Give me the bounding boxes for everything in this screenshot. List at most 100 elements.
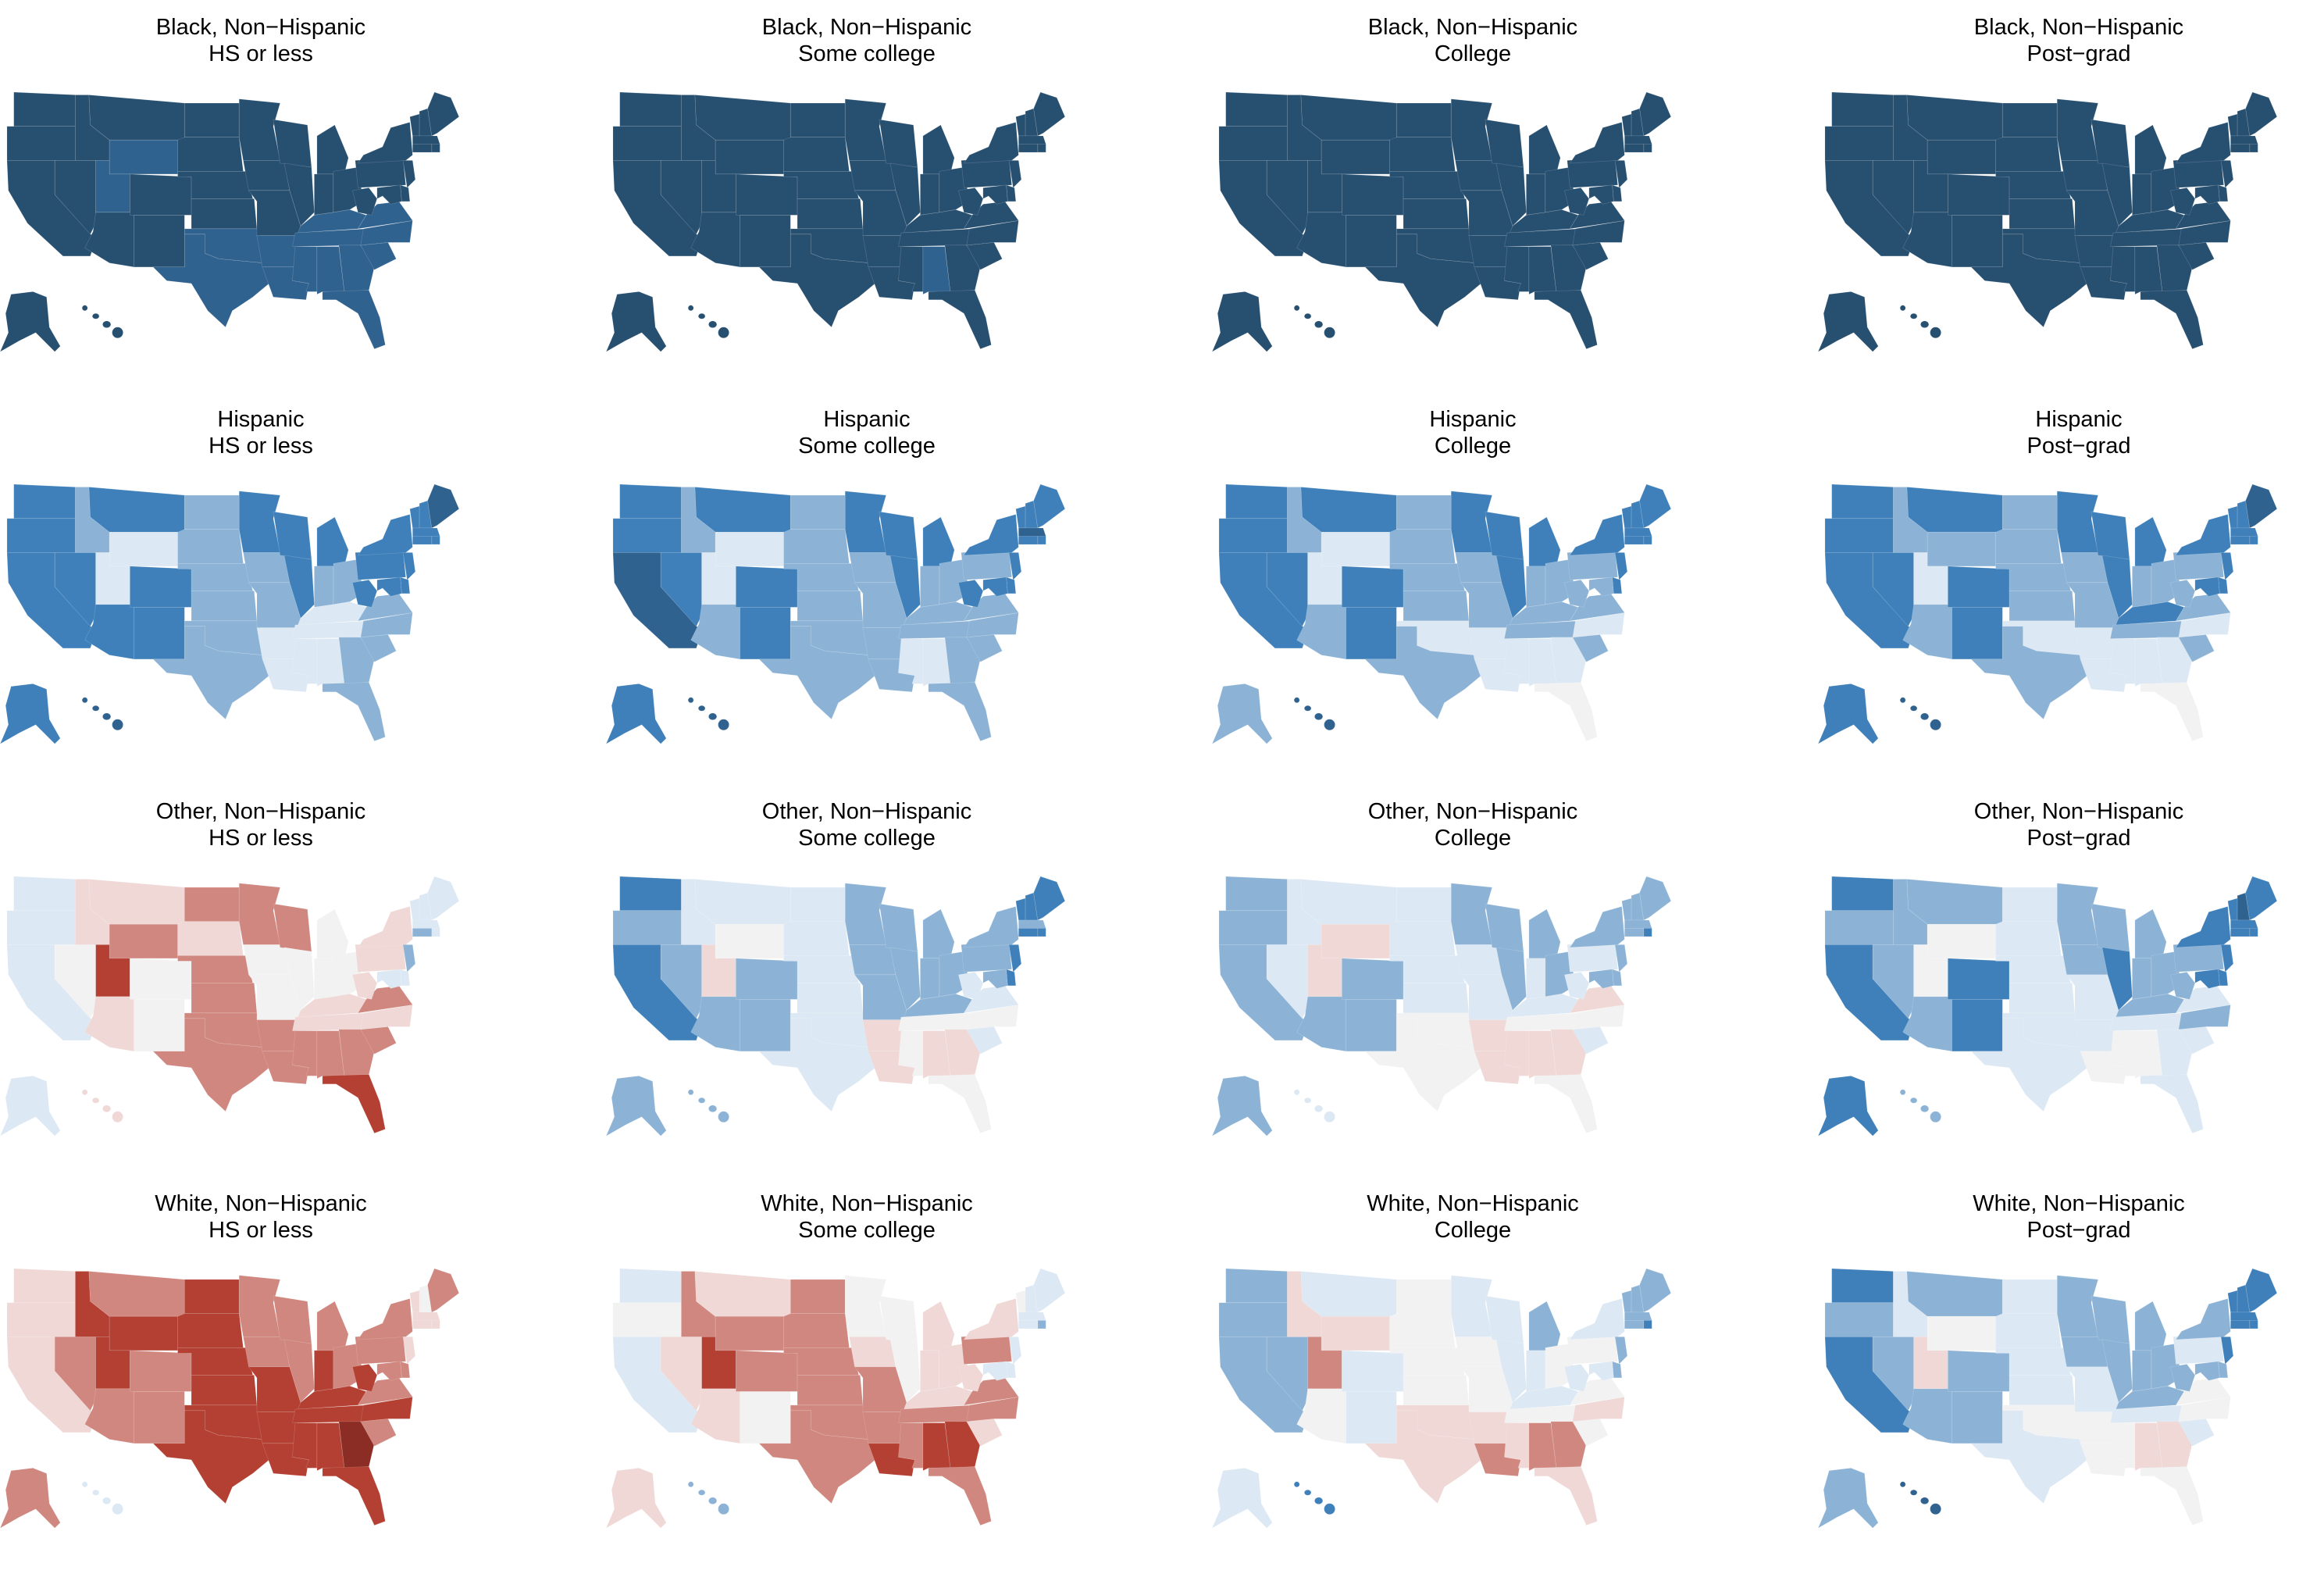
state-FL: [2140, 682, 2204, 742]
state-HI: [1899, 697, 1906, 704]
state-MN: [844, 98, 887, 161]
state-HI: [708, 320, 718, 329]
state-IL: [1495, 1339, 1527, 1404]
map-panel: White, Non−Hispanic Some college: [606, 1190, 1212, 1581]
state-OR: [1218, 518, 1288, 553]
state-WV: [351, 580, 378, 608]
state-IA: [849, 160, 896, 191]
state-MI: [2134, 516, 2167, 567]
state-FL: [1534, 1074, 1598, 1134]
state-WV: [351, 972, 378, 1000]
state-NM: [1952, 607, 2003, 660]
state-TX: [152, 1410, 270, 1504]
state-GA: [2156, 244, 2193, 292]
state-ME: [1639, 876, 1672, 921]
state-HI: [1909, 1489, 1918, 1496]
state-ME: [2245, 92, 2278, 137]
state-MA: [2230, 135, 2258, 145]
state-NM: [740, 215, 791, 268]
state-AK: [1212, 683, 1273, 744]
state-FL: [2140, 1466, 2204, 1526]
state-TX: [1364, 1018, 1482, 1112]
state-HI: [91, 312, 100, 319]
state-RI: [1037, 1320, 1046, 1329]
state-HI: [708, 712, 718, 721]
state-HI: [1909, 312, 1918, 319]
state-HI: [1293, 1089, 1300, 1096]
state-WA: [619, 876, 682, 912]
state-GA: [338, 244, 375, 292]
state-HI: [1920, 320, 1930, 329]
state-MI: [316, 908, 349, 959]
state-MN: [238, 491, 281, 553]
us-choropleth-map: [0, 876, 460, 1137]
state-CT: [1018, 536, 1039, 545]
state-MA: [2230, 1312, 2258, 1321]
state-HI: [1909, 705, 1918, 712]
state-IA: [2061, 552, 2108, 584]
panel-title-group: White, Non−Hispanic: [155, 1191, 367, 1216]
state-RI: [1643, 928, 1652, 937]
state-AR: [2074, 1019, 2116, 1052]
state-CO: [129, 958, 192, 1000]
state-AR: [256, 1411, 298, 1444]
state-AK: [1212, 1075, 1273, 1137]
state-NM: [1346, 1391, 1397, 1444]
us-choropleth-map: [606, 1269, 1066, 1529]
state-NY: [357, 514, 413, 556]
map-panel: Black, Non−Hispanic HS or less: [0, 14, 606, 405]
state-MT: [1300, 487, 1397, 533]
state-WY: [715, 1315, 784, 1351]
state-RI: [1643, 144, 1652, 153]
state-FL: [322, 682, 386, 742]
state-NM: [1952, 1391, 2003, 1444]
state-IN: [920, 566, 940, 608]
panel-title-education: HS or less: [209, 1218, 313, 1243]
state-NJ: [1008, 552, 1022, 581]
state-SD: [783, 1313, 850, 1348]
state-MN: [2056, 491, 2099, 553]
panel-title-education: College: [1434, 1218, 1512, 1243]
state-CO: [1947, 566, 2010, 608]
state-MD: [376, 576, 402, 597]
state-NC: [966, 612, 1019, 638]
panel-title: Other, Non−Hispanic Some college: [606, 798, 1128, 851]
state-VT: [1621, 1290, 1632, 1313]
panel-title-group: Hispanic: [823, 407, 911, 432]
state-NC: [966, 1004, 1019, 1030]
state-AK: [0, 1075, 61, 1137]
state-VT: [409, 898, 420, 921]
state-VA: [357, 201, 413, 230]
state-WY: [715, 531, 784, 567]
state-WY: [1927, 139, 1996, 175]
state-HI: [1303, 312, 1312, 319]
state-FL: [1534, 682, 1598, 742]
state-WA: [1831, 1269, 1894, 1304]
state-VT: [2227, 113, 2238, 137]
state-SD: [177, 137, 244, 172]
state-HI: [1899, 1089, 1906, 1096]
state-NY: [1569, 1298, 1625, 1340]
state-MN: [238, 98, 281, 161]
state-AR: [256, 627, 298, 660]
state-IN: [920, 1350, 940, 1392]
state-SD: [1389, 137, 1456, 172]
state-KS: [1403, 591, 1470, 622]
state-IA: [243, 1337, 290, 1368]
state-ND: [184, 1279, 240, 1315]
state-HI: [102, 712, 112, 721]
state-MD: [982, 969, 1008, 989]
state-GA: [338, 1421, 375, 1469]
state-NJ: [1614, 552, 1628, 581]
panel-title-education: Post−grad: [2026, 434, 2131, 459]
state-VT: [2227, 1290, 2238, 1313]
state-OR: [1218, 126, 1288, 161]
state-FL: [1534, 1466, 1598, 1526]
panel-title-education: Post−grad: [2026, 826, 2131, 851]
map-panel: White, Non−Hispanic College: [1212, 1190, 1818, 1581]
state-NC: [360, 1396, 413, 1422]
state-IA: [2061, 944, 2108, 976]
state-CT: [412, 144, 433, 153]
panel-title: White, Non−Hispanic College: [1212, 1190, 1734, 1244]
state-CT: [2230, 928, 2251, 937]
